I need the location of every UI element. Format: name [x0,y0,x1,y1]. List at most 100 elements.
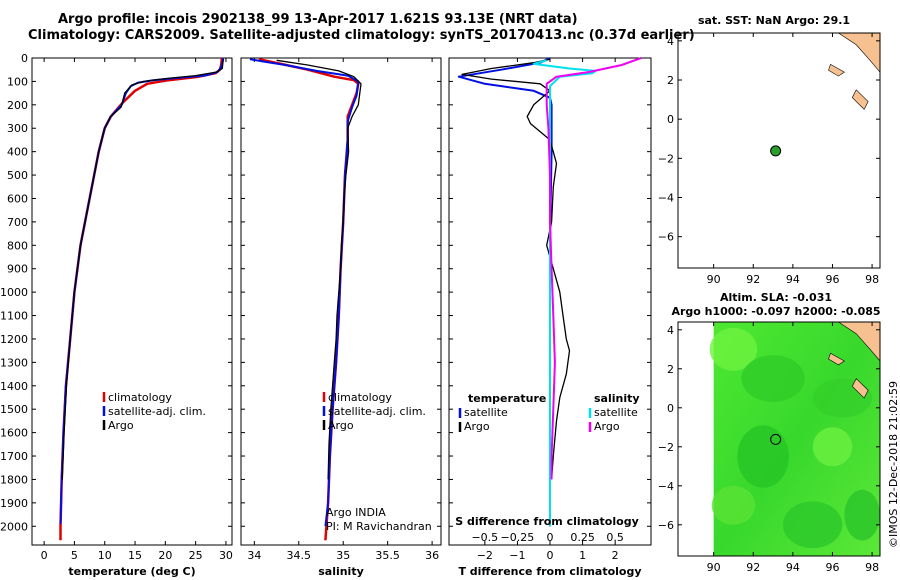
x-tick-label: 2 [612,549,619,562]
x-axis-label: salinity [318,565,364,578]
map-y-tick-label: 2 [667,363,674,376]
map-y-tick-label: −6 [658,519,674,532]
y-tick-label: 1200 [0,333,28,346]
map-x-tick-label: 90 [707,561,721,574]
series-s-argo [545,57,642,480]
s-diff-tick-label: 0 [547,531,554,544]
nias-island [851,89,869,110]
y-tick-label: 1700 [0,450,28,463]
sla-patch [782,501,843,549]
argo-float-marker [770,433,782,445]
x-tick-label: 15 [128,549,142,562]
map-y-tick-label: −2 [658,441,674,454]
x-tick-label: 36 [425,549,439,562]
figure-title-line1: Argo profile: incois 2902138_99 13-Apr-2… [58,12,578,27]
series-s-satellite [532,59,597,527]
map-y-tick-label: 4 [667,35,674,48]
sla-patch [844,489,880,541]
series-argo [276,59,362,480]
y-tick-label: 0 [21,52,28,65]
series-climatology [59,58,223,541]
sumatra-coast [837,32,881,73]
sla-map-title-line2: Argo h1000: -0.097 h2000: -0.085 [671,305,880,318]
x-tick-label: 35 [336,549,350,562]
y-tick-label: 300 [7,122,28,135]
sst-map-frame [677,32,881,269]
s-diff-tick-label: 0.5 [606,531,624,544]
y-tick-label: 200 [7,99,28,112]
float-credit-line2: PI: M Ravichandran [326,520,432,533]
salinity-profile-frame [240,57,442,546]
sla-patch [741,355,805,402]
x-tick-label: 0 [41,549,48,562]
legend-label: satellite-adj. clim. [328,405,426,418]
map-x-tick-label: 94 [786,273,800,286]
series-t-satellite [457,57,553,527]
map-x-tick-label: 92 [746,273,760,286]
x-tick-label: 30 [219,549,233,562]
s-diff-tick-label: 0.25 [570,531,595,544]
float-credit-line1: Argo INDIA [326,506,386,519]
nias-island [851,378,869,399]
sla-patch [737,425,789,488]
x-tick-label: 0 [547,549,554,562]
x-tick-label: 1 [579,549,586,562]
y-tick-label: 1900 [0,497,28,510]
map-y-tick-label: 0 [667,113,674,126]
x-tick-label: −2 [477,549,493,562]
legend-label: climatology [328,391,392,404]
map-x-tick-label: 96 [825,273,839,286]
x-tick-label: −1 [509,549,525,562]
y-tick-label: 1800 [0,473,28,486]
x-tick-label: 34 [247,549,261,562]
y-tick-label: 1000 [0,286,28,299]
x-tick-label: 20 [158,549,172,562]
argo-float-marker [770,145,782,157]
x-tick-label: 25 [189,549,203,562]
map-y-tick-label: 2 [667,74,674,87]
legend-label: Argo [108,419,134,432]
x-tick-label: 34.5 [287,549,312,562]
sla-map-title-line1: Altim. SLA: -0.031 [720,291,832,304]
map-x-tick-label: 98 [865,273,879,286]
map-y-tick-label: 0 [667,402,674,415]
imos-stamp: ©IMOS 12-Dec-2018 21:02:59 [887,381,900,548]
series-climatology [258,57,360,541]
simeulue-island [828,63,845,77]
s-diff-axis-label: S difference from climatology [455,515,639,528]
y-tick-label: 900 [7,263,28,276]
sla-patch [812,427,853,467]
legend-title-salinity: salinity [594,392,640,405]
x-axis-label: temperature (deg C) [68,565,195,578]
y-tick-label: 500 [7,169,28,182]
sst-map-title: sat. SST: NaN Argo: 29.1 [698,14,850,27]
legend-label: satellite [594,406,638,419]
sla-map-frame [677,321,881,557]
series-argo [61,59,225,480]
x-tick-label: 35.5 [375,549,400,562]
y-tick-label: 400 [7,146,28,159]
s-diff-tick-label: −0.5 [471,531,498,544]
y-tick-label: 2000 [0,520,28,533]
map-x-tick-label: 92 [746,561,760,574]
y-tick-label: 1300 [0,356,28,369]
y-tick-label: 1100 [0,310,28,323]
y-tick-label: 1500 [0,403,28,416]
sla-patch [812,378,873,418]
map-y-tick-label: 4 [667,324,674,337]
series-satellite-adj-clim- [59,57,224,524]
y-tick-label: 700 [7,216,28,229]
figure-title-line2: Climatology: CARS2009. Satellite-adjuste… [28,28,695,43]
map-y-tick-label: −2 [658,152,674,165]
legend-label: Argo [594,420,620,433]
map-y-tick-label: −4 [658,192,674,205]
x-tick-label: 10 [98,549,112,562]
series-satellite-adj-clim- [249,58,360,527]
map-y-tick-label: −6 [658,231,674,244]
legend-label: climatology [108,391,172,404]
series-t-argo [461,58,571,480]
legend-label: satellite-adj. clim. [108,405,206,418]
temperature-profile-frame [31,57,233,546]
legend-label: Argo [464,420,490,433]
